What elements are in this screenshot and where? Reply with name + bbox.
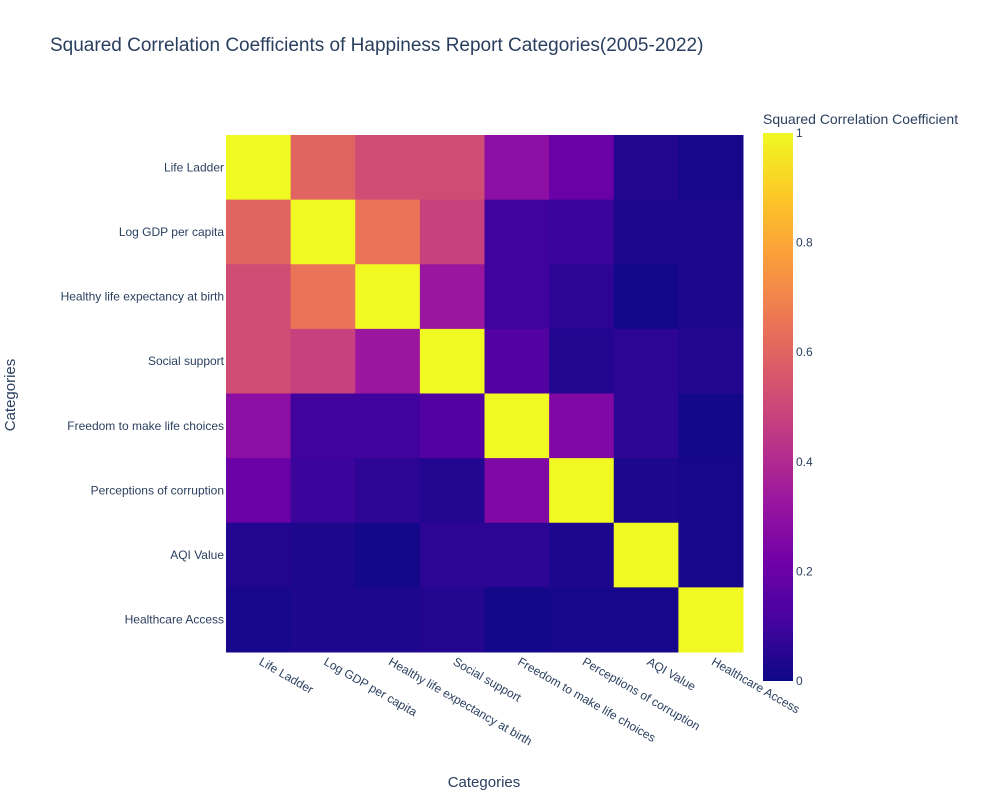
- heatmap-cell: [419, 458, 485, 524]
- colorbar-tick-label: 1: [796, 126, 803, 140]
- heatmap-cell: [549, 587, 615, 653]
- heatmap-cell: [484, 135, 550, 201]
- heatmap-cell: [226, 587, 292, 653]
- heatmap-cell: [484, 328, 550, 394]
- heatmap-cell: [678, 587, 744, 653]
- heatmap-cell: [484, 393, 550, 459]
- heatmap-cell: [549, 458, 615, 524]
- y-axis-title: Categories: [2, 359, 19, 432]
- heatmap-cell: [355, 522, 421, 588]
- y-tick-label: Healthcare Access: [125, 613, 224, 627]
- heatmap-cell: [613, 264, 679, 330]
- heatmap-cell: [226, 458, 292, 524]
- heatmap-cell: [419, 393, 485, 459]
- heatmap-cell: [613, 135, 679, 201]
- heatmap-cell: [678, 328, 744, 394]
- heatmap-cell: [484, 264, 550, 330]
- colorbar-ticks: 0 0.2 0.4 0.6 0.8 1: [796, 126, 813, 688]
- heatmap-cell: [290, 328, 356, 394]
- heatmap-cell: [678, 522, 744, 588]
- heatmap-cell: [678, 135, 744, 201]
- heatmap-cell: [419, 328, 485, 394]
- heatmap-cell: [678, 393, 744, 459]
- heatmap-cell: [419, 264, 485, 330]
- heatmap-cell: [549, 135, 615, 201]
- colorbar: [763, 133, 793, 681]
- heatmap-cell: [419, 135, 485, 201]
- colorbar-tick-label: 0.2: [796, 564, 813, 578]
- heatmap-cell: [484, 199, 550, 265]
- colorbar-tick-label: 0.8: [796, 236, 813, 250]
- heatmap-cell: [419, 199, 485, 265]
- heatmap-cell: [419, 587, 485, 653]
- heatmap-cell: [613, 199, 679, 265]
- heatmap-cell: [355, 264, 421, 330]
- heatmap-cell: [613, 587, 679, 653]
- colorbar-tick-label: 0: [796, 674, 803, 688]
- heatmap-cell: [355, 328, 421, 394]
- heatmap-cell: [226, 135, 292, 201]
- chart-title: Squared Correlation Coefficients of Happ…: [50, 35, 703, 56]
- heatmap-cell: [484, 458, 550, 524]
- heatmap-cell: [355, 199, 421, 265]
- heatmap-cell: [226, 393, 292, 459]
- heatmap-cell: [549, 522, 615, 588]
- heatmap-cells: [226, 135, 744, 653]
- heatmap-cell: [290, 587, 356, 653]
- y-tick-label: Perceptions of corruption: [91, 483, 224, 497]
- y-tick-label: Healthy life expectancy at birth: [61, 290, 224, 304]
- heatmap-cell: [290, 264, 356, 330]
- heatmap-cell: [226, 522, 292, 588]
- heatmap-cell: [290, 522, 356, 588]
- heatmap-cell: [484, 522, 550, 588]
- y-tick-label: AQI Value: [170, 548, 224, 562]
- heatmap-cell: [678, 458, 744, 524]
- y-tick-label: Life Ladder: [164, 160, 224, 174]
- y-tick-labels: Life Ladder Log GDP per capita Healthy lif…: [61, 160, 225, 626]
- x-axis-title: Categories: [448, 774, 521, 791]
- heatmap-cell: [613, 522, 679, 588]
- x-tick-label: Perceptions of corruption: [580, 654, 703, 733]
- heatmap-cell: [355, 587, 421, 653]
- heatmap-cell: [226, 328, 292, 394]
- heatmap-cell: [226, 264, 292, 330]
- heatmap-cell: [290, 458, 356, 524]
- heatmap-cell: [549, 264, 615, 330]
- colorbar-title: Squared Correlation Coefficient: [763, 111, 958, 127]
- heatmap-cell: [613, 458, 679, 524]
- heatmap-cell: [549, 328, 615, 394]
- colorbar-tick-label: 0.6: [796, 345, 813, 359]
- heatmap-cell: [549, 393, 615, 459]
- heatmap-cell: [355, 393, 421, 459]
- heatmap-cell: [678, 264, 744, 330]
- heatmap-cell: [226, 199, 292, 265]
- x-tick-label: Life Ladder: [257, 654, 316, 696]
- y-tick-label: Freedom to make life choices: [67, 419, 224, 433]
- y-tick-label: Social support: [148, 354, 225, 368]
- heatmap-cell: [484, 587, 550, 653]
- x-tick-label: AQI Value: [645, 654, 699, 693]
- heatmap-cell: [355, 458, 421, 524]
- heatmap-cell: [290, 199, 356, 265]
- heatmap-cell: [549, 199, 615, 265]
- heatmap-cell: [419, 522, 485, 588]
- heatmap-cell: [290, 135, 356, 201]
- heatmap-cell: [613, 393, 679, 459]
- heatmap-cell: [678, 199, 744, 265]
- heatmap-cell: [355, 135, 421, 201]
- heatmap-cell: [613, 328, 679, 394]
- y-tick-label: Log GDP per capita: [119, 225, 225, 239]
- colorbar-tick-label: 0.4: [796, 455, 813, 469]
- heatmap-cell: [290, 393, 356, 459]
